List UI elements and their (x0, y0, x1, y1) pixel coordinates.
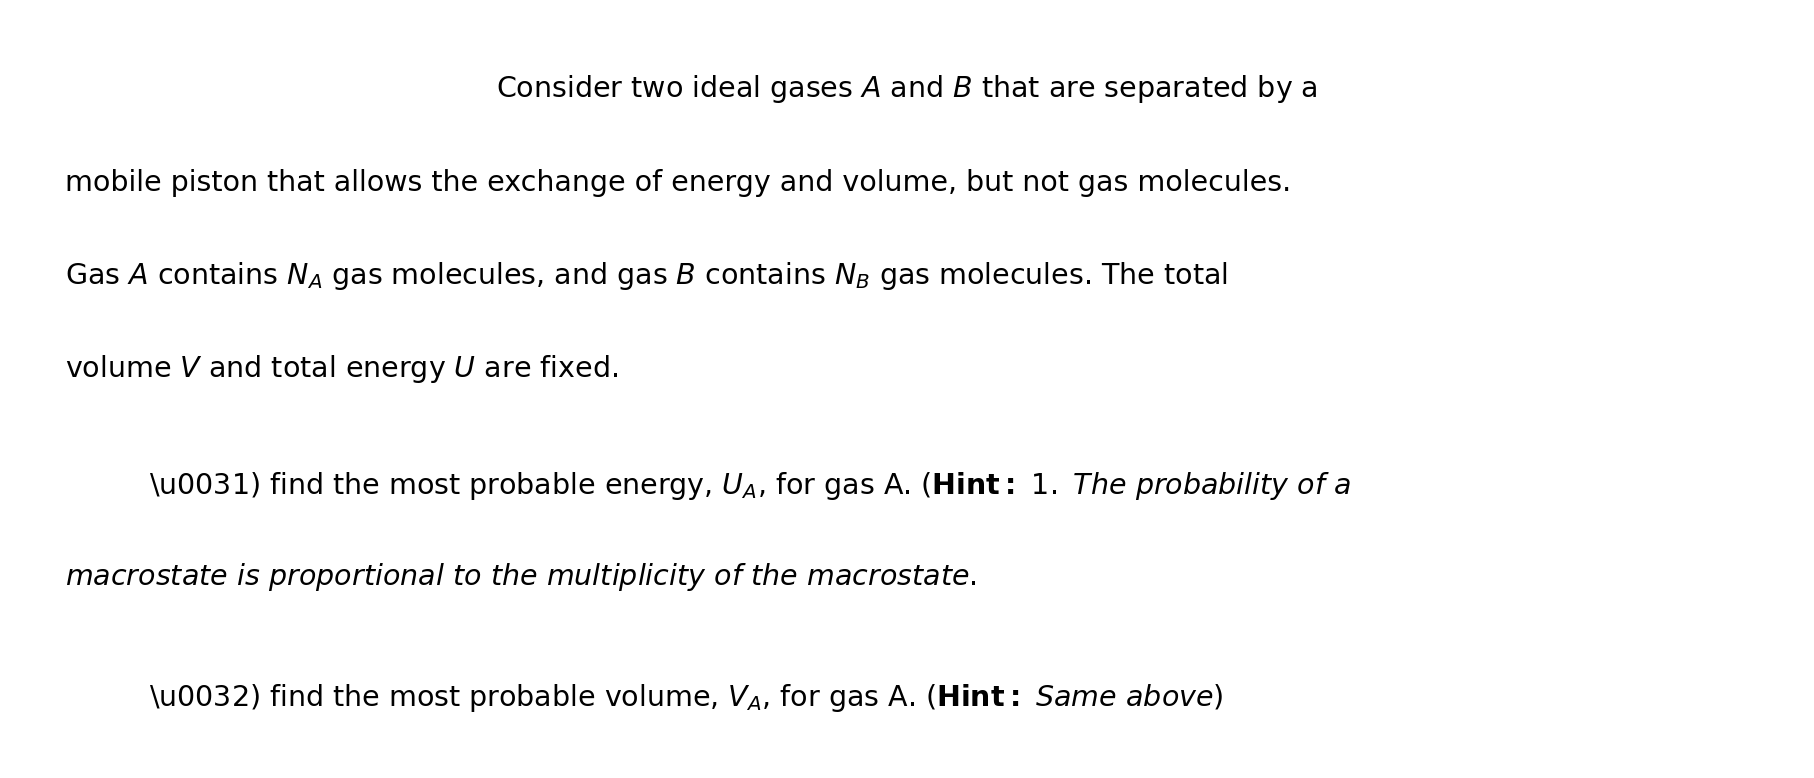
Text: mobile piston that allows the exchange of energy and volume, but not gas molecul: mobile piston that allows the exchange o… (65, 169, 1292, 197)
Text: Consider two ideal gases $A$ and $B$ that are separated by a: Consider two ideal gases $A$ and $B$ tha… (495, 73, 1319, 105)
Text: volume $V$ and total energy $U$ are fixed.: volume $V$ and total energy $U$ are fixe… (65, 353, 619, 385)
Text: \u0032) find the most probable volume, $V_A$, for gas A. ($\mathbf{Hint:}$ $\mat: \u0032) find the most probable volume, $… (149, 682, 1223, 713)
Text: $\mathit{macrostate\ is\ proportional\ to\ the\ multiplicity\ of\ the\ macrostat: $\mathit{macrostate\ is\ proportional\ t… (65, 561, 978, 593)
Text: \u0031) find the most probable energy, $U_A$, for gas A. ($\mathbf{Hint:}$ $\mat: \u0031) find the most probable energy, $… (149, 470, 1351, 502)
Text: Gas $A$ contains $N_A$ gas molecules, and gas $B$ contains $N_B$ gas molecules. : Gas $A$ contains $N_A$ gas molecules, an… (65, 260, 1228, 292)
